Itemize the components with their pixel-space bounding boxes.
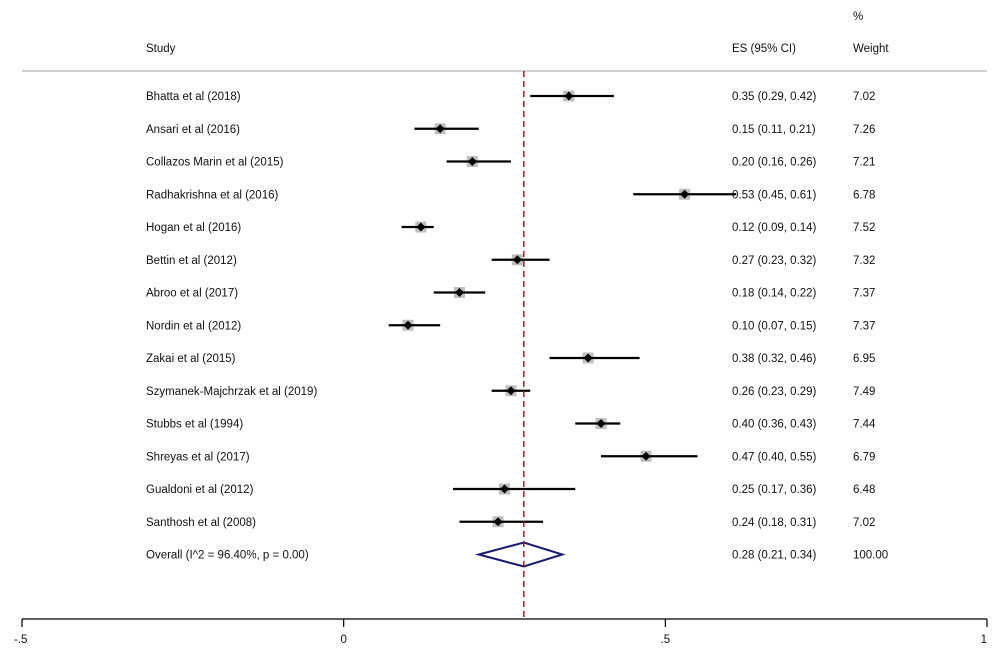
study-es-ci: 0.24 (0.18, 0.31): [732, 517, 817, 529]
x-axis-tick-label: -.5: [14, 634, 27, 646]
study-point-estimate: [641, 451, 651, 461]
study-weight: 6.48: [853, 484, 875, 496]
study-label: Radhakrishna et al (2016): [146, 189, 278, 201]
study-weight: 6.78: [853, 189, 875, 201]
overall-diamond: [474, 541, 566, 568]
header-es: ES (95% CI): [732, 43, 796, 55]
study-point-estimate: [403, 320, 413, 330]
study-rows: Bhatta et al (2018) 0.35 (0.29, 0.42) 7.02…: [146, 71, 888, 619]
study-point-estimate: [564, 91, 574, 101]
study-label: Bhatta et al (2018): [146, 91, 241, 103]
study-weight: 6.79: [853, 451, 875, 463]
study-point-estimate: [596, 419, 606, 428]
study-label: Bettin et al (2012): [146, 255, 237, 267]
study-es-ci: 0.25 (0.17, 0.36): [732, 484, 817, 496]
study-es-ci: 0.38 (0.32, 0.46): [732, 353, 817, 365]
overall-es-ci: 0.28 (0.21, 0.34): [732, 550, 817, 562]
overall-label: Overall (I^2 = 96.40%, p = 0.00): [146, 550, 309, 562]
study-es-ci: 0.35 (0.29, 0.42): [732, 91, 817, 103]
x-axis-tick-label: .5: [661, 634, 671, 646]
study-es-ci: 0.53 (0.45, 0.61): [732, 189, 817, 201]
x-axis: -.5 0 .5 1: [14, 618, 988, 646]
header-weight: Weight: [853, 43, 889, 55]
overall-weight: 100.00: [853, 550, 888, 562]
study-label: Hogan et al (2016): [146, 222, 241, 234]
study-weight: 7.21: [853, 157, 875, 169]
study-label: Abroo et al (2017): [146, 288, 238, 300]
study-weight: 7.37: [853, 320, 875, 332]
study-weight: 7.49: [853, 386, 875, 398]
x-axis-tick-label: 1: [981, 634, 987, 646]
study-label: Collazos Marin et al (2015): [146, 157, 284, 169]
study-es-ci: 0.47 (0.40, 0.55): [732, 451, 817, 463]
study-label: Szymanek-Majchrzak et al (2019): [146, 386, 317, 398]
study-point-estimate: [493, 517, 503, 527]
study-es-ci: 0.12 (0.09, 0.14): [732, 222, 817, 234]
study-es-ci: 0.20 (0.16, 0.26): [732, 157, 817, 169]
study-point-estimate: [512, 255, 522, 265]
study-point-estimate: [416, 222, 426, 232]
study-label: Nordin et al (2012): [146, 320, 241, 332]
study-label: Stubbs et al (1994): [146, 419, 243, 431]
study-weight: 7.26: [853, 124, 875, 136]
study-label: Zakai et al (2015): [146, 353, 236, 365]
study-label: Ansari et al (2016): [146, 124, 240, 136]
study-es-ci: 0.10 (0.07, 0.15): [732, 320, 817, 332]
study-es-ci: 0.27 (0.23, 0.32): [732, 255, 817, 267]
study-point-estimate: [583, 353, 593, 363]
study-weight: 6.95: [853, 353, 875, 365]
study-weight: 7.52: [853, 222, 875, 234]
study-es-ci: 0.15 (0.11, 0.21): [732, 124, 816, 136]
study-point-estimate: [454, 288, 464, 297]
header-weight-percent: %: [853, 11, 863, 23]
study-weight: 7.37: [853, 288, 875, 300]
study-point-estimate: [506, 386, 516, 396]
study-point-estimate: [680, 189, 690, 199]
x-axis-tick-label: 0: [340, 634, 346, 646]
study-label: Santhosh et al (2008): [146, 517, 256, 529]
study-es-ci: 0.26 (0.23, 0.29): [732, 386, 817, 398]
study-point-estimate: [500, 484, 509, 494]
study-label: Shreyas et al (2017): [146, 451, 250, 463]
study-label: Gualdoni et al (2012): [146, 484, 254, 496]
study-point-estimate: [435, 124, 445, 134]
study-point-estimate: [467, 157, 477, 166]
study-weight: 7.02: [853, 91, 875, 103]
study-weight: 7.32: [853, 255, 875, 267]
study-weight: 7.02: [853, 517, 875, 529]
study-es-ci: 0.40 (0.36, 0.43): [732, 419, 817, 431]
study-weight: 7.44: [853, 419, 876, 431]
study-es-ci: 0.18 (0.14, 0.22): [732, 288, 817, 300]
header-study: Study: [146, 43, 176, 55]
